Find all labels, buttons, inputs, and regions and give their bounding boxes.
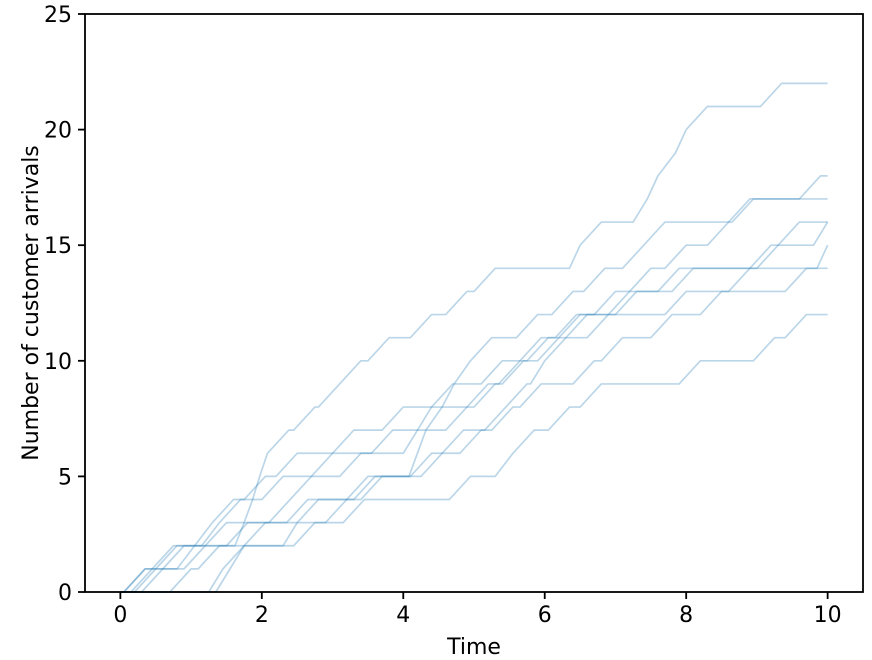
x-tick-label: 4 [396, 603, 410, 628]
y-tick-label: 0 [58, 581, 72, 606]
y-tick-label: 10 [44, 350, 72, 375]
x-axis-ticks [119, 592, 829, 599]
y-tick-label: 5 [58, 465, 72, 490]
x-axis-label: Time [446, 635, 501, 660]
x-tick-label: 10 [814, 603, 842, 628]
y-tick-label: 25 [44, 3, 72, 28]
sample-paths-layer [120, 82, 829, 593]
poisson-sample-path [120, 221, 828, 593]
poisson-sample-path [120, 82, 828, 593]
x-tick-label: 8 [679, 603, 693, 628]
poisson-sample-path [120, 313, 828, 593]
x-axis-tick-labels: 0 2 4 6 8 10 [113, 603, 841, 628]
poisson-sample-path [120, 244, 829, 593]
x-tick-label: 6 [538, 603, 552, 628]
y-tick-label: 20 [44, 119, 72, 144]
poisson-sample-path [120, 221, 829, 593]
plot-border-spines [84, 13, 864, 593]
poisson-sample-path [120, 267, 828, 593]
y-axis-ticks [78, 13, 85, 593]
x-tick-label: 2 [255, 603, 269, 628]
y-axis-tick-labels: 0 5 10 15 20 25 [44, 3, 72, 606]
poisson-sample-path [120, 198, 828, 593]
poisson-sample-path [120, 174, 828, 593]
x-tick-label: 0 [113, 603, 127, 628]
y-axis-label: Number of customer arrivals [19, 145, 44, 461]
y-tick-label: 15 [44, 234, 72, 259]
